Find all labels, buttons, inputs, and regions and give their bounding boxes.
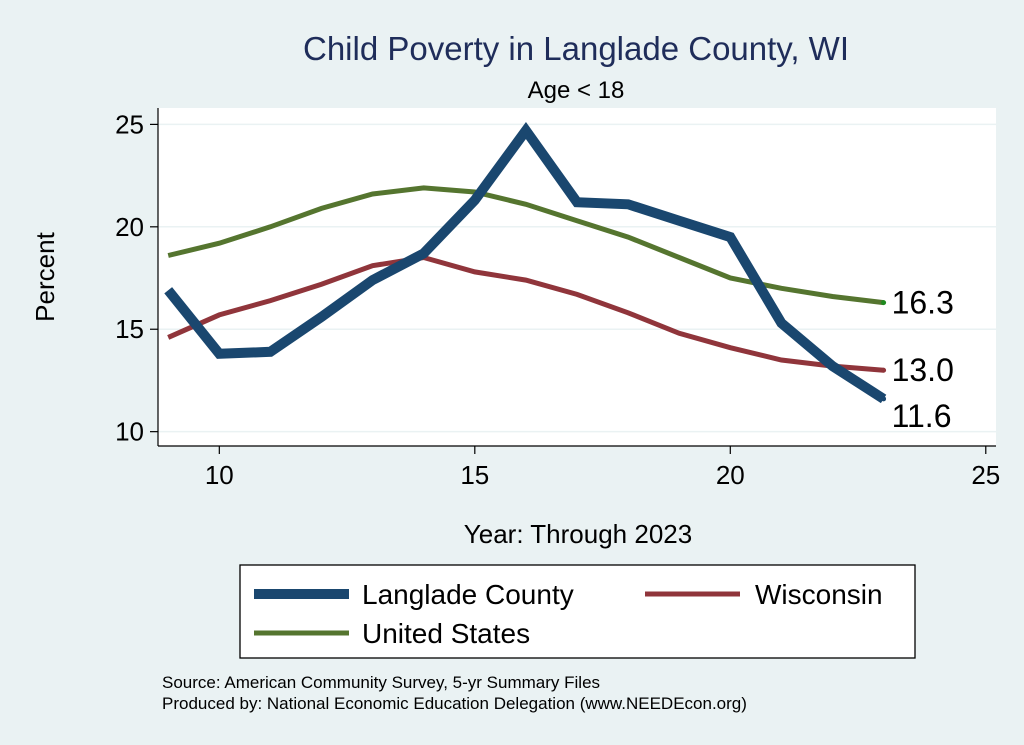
series-line-langlade-county [164, 121, 887, 404]
x-tick-label-20: 20 [716, 460, 745, 490]
legend: Langlade County Wisconsin United States [239, 564, 916, 659]
series-lines [164, 121, 887, 404]
chart-title: Child Poverty in Langlade County, WI [303, 30, 849, 67]
produced-by-note: Produced by: National Economic Education… [162, 694, 747, 713]
end-labels: 11.6 13.0 16.3 [881, 285, 954, 434]
axis-ticks: 10 15 20 25 10 15 20 25 [115, 109, 1000, 490]
y-tick-label-20: 20 [115, 212, 144, 242]
end-point-united-states [881, 300, 887, 306]
legend-label-langlade: Langlade County [362, 579, 574, 610]
y-tick-label-25: 25 [115, 109, 144, 139]
x-tick-label-10: 10 [205, 460, 234, 490]
end-label-langlade-county: 11.6 [892, 398, 952, 434]
legend-box [239, 564, 916, 659]
plot-area [158, 108, 996, 446]
series-line-wisconsin [167, 254, 884, 373]
y-tick-label-10: 10 [115, 417, 144, 447]
y-axis-label: Percent [30, 231, 60, 321]
y-tick-label-15: 15 [115, 314, 144, 344]
end-label-united-states: 16.3 [892, 285, 954, 321]
legend-label-united-states: United States [362, 618, 530, 649]
x-axis-label: Year: Through 2023 [464, 519, 692, 549]
end-point-wisconsin [881, 367, 887, 373]
x-tick-label-25: 25 [971, 460, 1000, 490]
legend-label-wisconsin: Wisconsin [755, 579, 883, 610]
chart-subtitle: Age < 18 [528, 77, 625, 104]
end-point-langlade-county [881, 396, 887, 402]
x-tick-label-15: 15 [460, 460, 489, 490]
end-label-wisconsin: 13.0 [892, 352, 954, 388]
source-note: Source: American Community Survey, 5-yr … [162, 673, 600, 692]
